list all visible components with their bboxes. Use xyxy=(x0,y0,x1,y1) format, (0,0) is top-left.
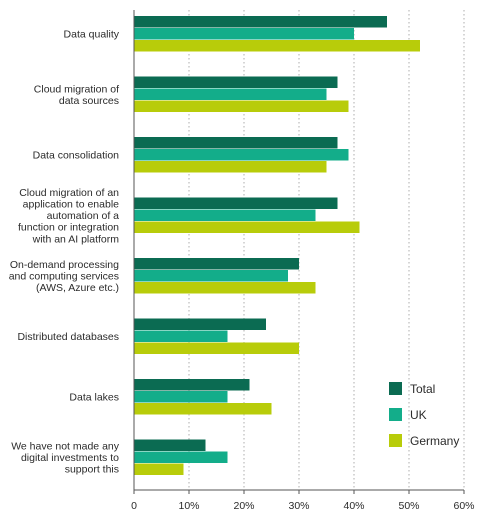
bar-total xyxy=(134,16,387,28)
category-label: Data lakes xyxy=(69,392,119,404)
bar-uk xyxy=(134,88,327,100)
category-label: Cloud migration of an application to enab… xyxy=(18,187,119,245)
bar-total xyxy=(134,439,206,451)
legend-swatch-total xyxy=(389,382,402,395)
legend-swatch-uk xyxy=(389,408,402,421)
bar-germany xyxy=(134,100,349,112)
bar-uk xyxy=(134,391,228,403)
x-tick-label: 20% xyxy=(233,500,254,512)
category-label: Cloud migration of data sources xyxy=(34,83,119,107)
legend-label-germany: Germany xyxy=(410,434,459,448)
x-tick-label: 10% xyxy=(178,500,199,512)
bar-uk xyxy=(134,330,228,342)
bar-total xyxy=(134,76,338,88)
x-tick-label: 60% xyxy=(453,500,474,512)
bar-germany xyxy=(134,40,420,52)
bar-total xyxy=(134,137,338,149)
bar-uk xyxy=(134,270,288,282)
bar-total xyxy=(134,258,299,270)
legend-label-uk: UK xyxy=(410,408,427,422)
x-tick-label: 50% xyxy=(398,500,419,512)
x-tick-label: 0 xyxy=(131,500,137,512)
category-label: On-demand processing and computing servic… xyxy=(9,259,119,294)
bar-uk xyxy=(134,28,354,40)
bar-germany xyxy=(134,463,184,475)
category-label: Data consolidation xyxy=(33,150,120,162)
bars xyxy=(134,16,420,475)
legend-label-total: Total xyxy=(410,382,435,396)
legend: Total UK Germany xyxy=(389,382,459,448)
bar-total xyxy=(134,318,266,330)
x-tick-label: 40% xyxy=(343,500,364,512)
bar-germany xyxy=(134,282,316,294)
bar-uk xyxy=(134,209,316,221)
bar-uk xyxy=(134,451,228,463)
x-tick-label: 30% xyxy=(288,500,309,512)
bar-total xyxy=(134,379,250,391)
category-label: Data quality xyxy=(64,29,120,41)
bar-germany xyxy=(134,403,272,415)
x-axis: 0 10% 20% 30% 40% 50% 60% xyxy=(131,10,475,512)
category-labels: Data quality Cloud migration of data sourc… xyxy=(9,29,120,476)
category-label: Distributed databases xyxy=(17,331,119,343)
bar-total xyxy=(134,197,338,209)
category-label: We have not made any digital investments … xyxy=(11,440,120,475)
bar-germany xyxy=(134,161,327,173)
bar-germany xyxy=(134,221,360,233)
bar-uk xyxy=(134,149,349,161)
legend-swatch-germany xyxy=(389,434,402,447)
bar-germany xyxy=(134,342,299,354)
